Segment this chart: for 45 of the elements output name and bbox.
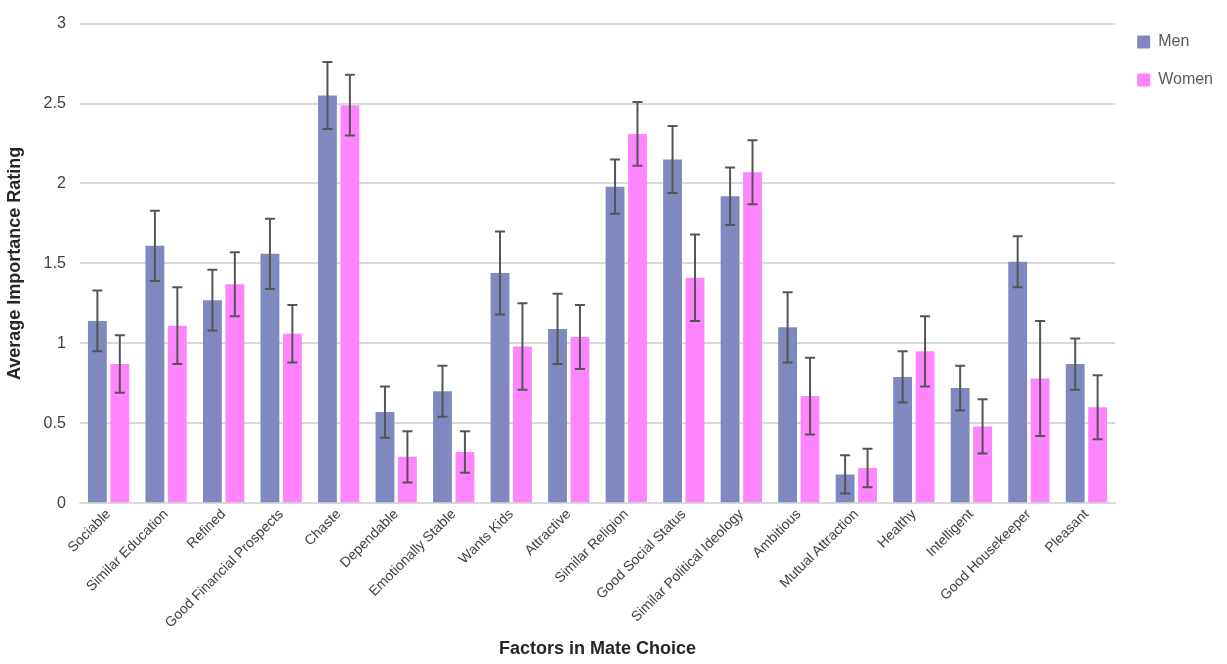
bar — [490, 272, 510, 503]
x-axis-title: Factors in Mate Choice — [498, 638, 697, 659]
bar — [203, 300, 222, 503]
bar — [340, 105, 360, 503]
legend-label: Men — [1158, 32, 1190, 50]
bar — [778, 327, 798, 503]
y-tick-label: 0.5 — [43, 413, 66, 431]
bar — [513, 346, 532, 503]
bar — [87, 320, 107, 503]
bar — [397, 456, 417, 503]
bar — [685, 277, 705, 503]
bar — [260, 253, 280, 503]
bar — [145, 245, 165, 503]
bar — [433, 391, 452, 503]
y-tick-label: 0 — [56, 493, 66, 511]
y-tick-label: 2 — [56, 173, 66, 191]
bar — [375, 412, 395, 503]
bar — [1065, 364, 1085, 503]
bar — [720, 196, 740, 503]
bar — [1030, 378, 1050, 503]
y-tick-label: 3 — [56, 14, 66, 32]
bar — [1008, 261, 1028, 503]
bar — [800, 396, 820, 503]
bar — [628, 133, 647, 503]
bar — [570, 336, 590, 503]
bar — [1088, 407, 1108, 503]
bar — [282, 333, 302, 503]
y-tick-label: 1.5 — [43, 253, 66, 271]
bar — [973, 426, 993, 503]
y-tick-label: 1 — [56, 333, 66, 351]
bar — [548, 328, 567, 503]
bar — [110, 364, 130, 503]
y-tick-label: 2.5 — [43, 93, 66, 111]
y-axis-title: Average Importance Rating — [3, 146, 24, 381]
bar — [858, 468, 877, 503]
bar — [915, 351, 935, 503]
bar — [167, 325, 187, 503]
legend-label: Women — [1158, 70, 1214, 88]
bar — [743, 172, 762, 503]
bar — [605, 186, 625, 503]
bar — [893, 376, 913, 503]
bar — [950, 388, 970, 503]
bar — [225, 284, 245, 503]
bar — [318, 95, 337, 503]
bar — [663, 159, 682, 503]
